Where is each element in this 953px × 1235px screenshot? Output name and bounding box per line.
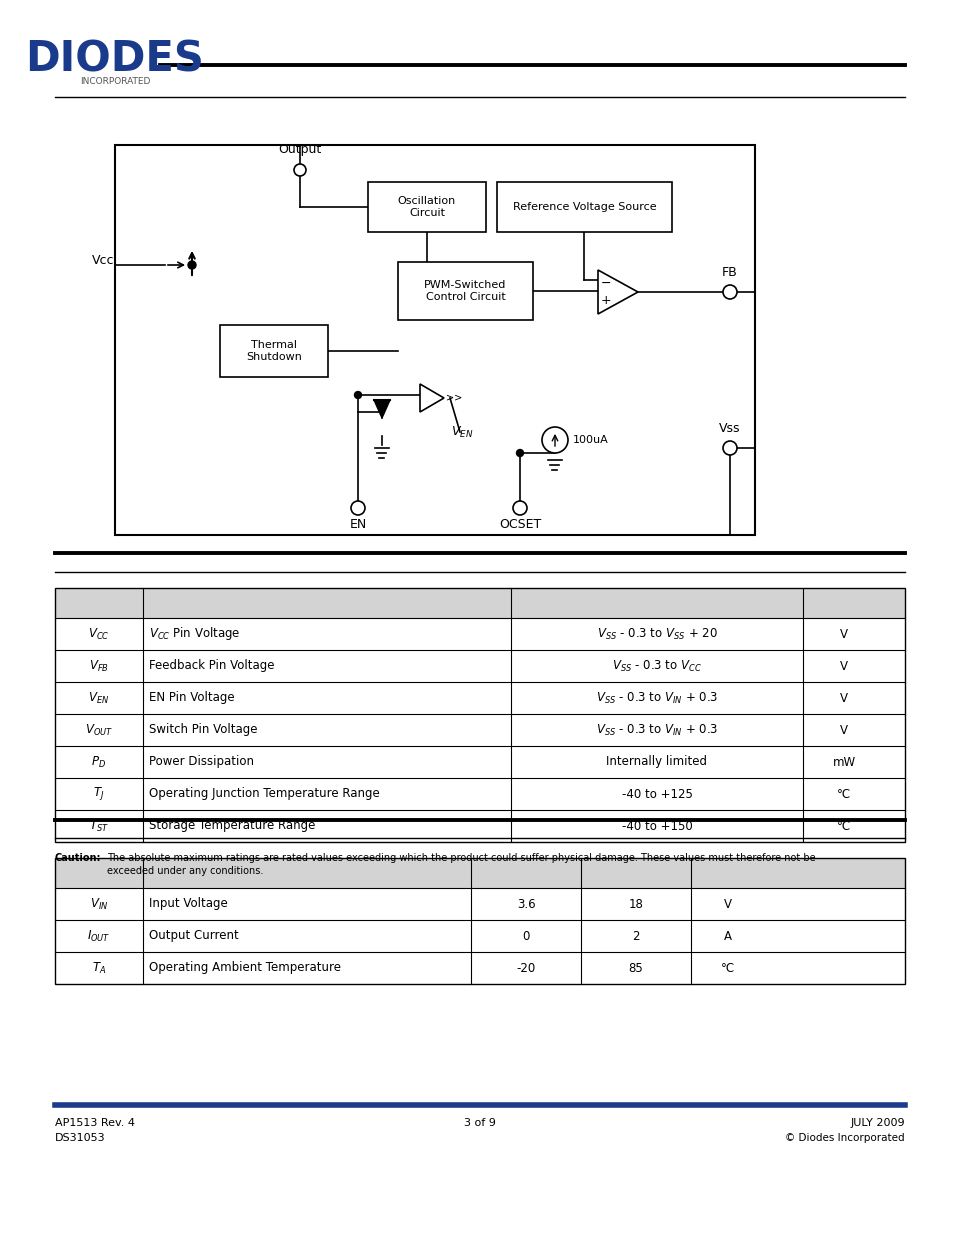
Text: mW: mW: [832, 756, 855, 768]
Text: 3 of 9: 3 of 9: [463, 1118, 496, 1128]
Circle shape: [722, 441, 737, 454]
Text: -40 to +150: -40 to +150: [621, 820, 692, 832]
Text: $T_J$: $T_J$: [93, 785, 105, 803]
Bar: [115, 144, 754, 535]
Circle shape: [541, 427, 567, 453]
Text: $V_{EN}$: $V_{EN}$: [451, 425, 473, 440]
Bar: [368, 182, 485, 232]
Text: Vss: Vss: [719, 421, 740, 435]
Text: $V_{CC}$: $V_{CC}$: [88, 626, 110, 641]
Text: $T_A$: $T_A$: [91, 961, 106, 976]
Text: V: V: [840, 692, 847, 704]
Text: $V_{CC}$ Pin Voltage: $V_{CC}$ Pin Voltage: [149, 625, 240, 642]
Text: V: V: [840, 724, 847, 736]
Text: INCORPORATED: INCORPORATED: [80, 78, 150, 86]
Text: EN: EN: [349, 519, 366, 531]
Text: Internally limited: Internally limited: [606, 756, 707, 768]
Text: 18: 18: [628, 898, 642, 910]
Text: 85: 85: [628, 962, 642, 974]
Text: $V_{OUT}$: $V_{OUT}$: [85, 722, 113, 737]
Text: $V_{EN}$: $V_{EN}$: [89, 690, 110, 705]
Text: $V_{FB}$: $V_{FB}$: [89, 658, 109, 673]
Polygon shape: [419, 384, 443, 412]
Text: +: +: [600, 294, 611, 308]
Bar: [55, 858, 904, 984]
Circle shape: [294, 164, 306, 177]
Text: $P_D$: $P_D$: [91, 755, 107, 769]
Text: Operating Ambient Temperature: Operating Ambient Temperature: [149, 962, 340, 974]
Bar: [55, 588, 904, 842]
Circle shape: [513, 501, 526, 515]
Text: -20: -20: [516, 962, 535, 974]
Text: Vcc: Vcc: [91, 253, 114, 267]
Text: $V_{IN}$: $V_{IN}$: [90, 897, 108, 911]
Text: EN Pin Voltage: EN Pin Voltage: [149, 692, 234, 704]
Text: Storage Temperature Range: Storage Temperature Range: [149, 820, 315, 832]
Text: −: −: [600, 277, 611, 289]
Text: A: A: [723, 930, 731, 942]
Circle shape: [516, 450, 523, 457]
Circle shape: [351, 501, 365, 515]
Polygon shape: [374, 400, 390, 417]
Bar: [397, 262, 533, 320]
Text: DS31053: DS31053: [55, 1132, 106, 1144]
Bar: [55, 858, 904, 888]
Polygon shape: [598, 270, 638, 314]
Text: PWM-Switched
Control Circuit: PWM-Switched Control Circuit: [424, 280, 506, 301]
Text: $I_{OUT}$: $I_{OUT}$: [87, 929, 111, 944]
Circle shape: [722, 285, 737, 299]
Text: © Diodes Incorporated: © Diodes Incorporated: [784, 1132, 904, 1144]
Bar: [220, 325, 328, 377]
Text: Reference Voltage Source: Reference Voltage Source: [512, 203, 656, 212]
Text: Power Dissipation: Power Dissipation: [149, 756, 253, 768]
Bar: [55, 588, 904, 618]
Text: 0: 0: [521, 930, 529, 942]
Text: Caution:: Caution:: [55, 853, 101, 863]
Text: V: V: [723, 898, 731, 910]
Text: Switch Pin Voltage: Switch Pin Voltage: [149, 724, 257, 736]
Text: 100uA: 100uA: [573, 435, 608, 445]
Text: 3.6: 3.6: [517, 898, 535, 910]
Text: >>: >>: [446, 393, 462, 403]
Text: FB: FB: [721, 266, 737, 279]
Text: V: V: [840, 659, 847, 673]
Text: $T_{ST}$: $T_{ST}$: [89, 819, 109, 834]
Text: $V_{SS}$ - 0.3 to $V_{CC}$: $V_{SS}$ - 0.3 to $V_{CC}$: [612, 658, 701, 673]
Text: 2: 2: [632, 930, 639, 942]
Text: V: V: [840, 627, 847, 641]
Text: OCSET: OCSET: [498, 519, 540, 531]
Circle shape: [355, 391, 361, 399]
Text: Feedback Pin Voltage: Feedback Pin Voltage: [149, 659, 274, 673]
Text: exceeded under any conditions.: exceeded under any conditions.: [107, 866, 263, 876]
Text: °C: °C: [836, 820, 850, 832]
Text: Oscillation
Circuit: Oscillation Circuit: [397, 196, 456, 217]
Text: °C: °C: [720, 962, 735, 974]
Text: Thermal
Shutdown: Thermal Shutdown: [246, 340, 301, 362]
Circle shape: [188, 261, 195, 269]
Text: -40 to +125: -40 to +125: [621, 788, 692, 800]
Text: Input Voltage: Input Voltage: [149, 898, 228, 910]
Text: Output: Output: [278, 143, 321, 157]
Text: $V_{SS}$ - 0.3 to $V_{IN}$ + 0.3: $V_{SS}$ - 0.3 to $V_{IN}$ + 0.3: [595, 722, 718, 737]
Text: Output Current: Output Current: [149, 930, 238, 942]
Text: $V_{SS}$ - 0.3 to $V_{SS}$ + 20: $V_{SS}$ - 0.3 to $V_{SS}$ + 20: [596, 626, 717, 641]
Text: The absolute maximum ratings are rated values exceeding which the product could : The absolute maximum ratings are rated v…: [107, 853, 815, 863]
Text: JULY 2009: JULY 2009: [849, 1118, 904, 1128]
Text: °C: °C: [836, 788, 850, 800]
Text: DIODES: DIODES: [26, 40, 204, 82]
Text: $V_{SS}$ - 0.3 to $V_{IN}$ + 0.3: $V_{SS}$ - 0.3 to $V_{IN}$ + 0.3: [595, 690, 718, 705]
Text: AP1513 Rev. 4: AP1513 Rev. 4: [55, 1118, 135, 1128]
Bar: [497, 182, 671, 232]
Text: Operating Junction Temperature Range: Operating Junction Temperature Range: [149, 788, 379, 800]
